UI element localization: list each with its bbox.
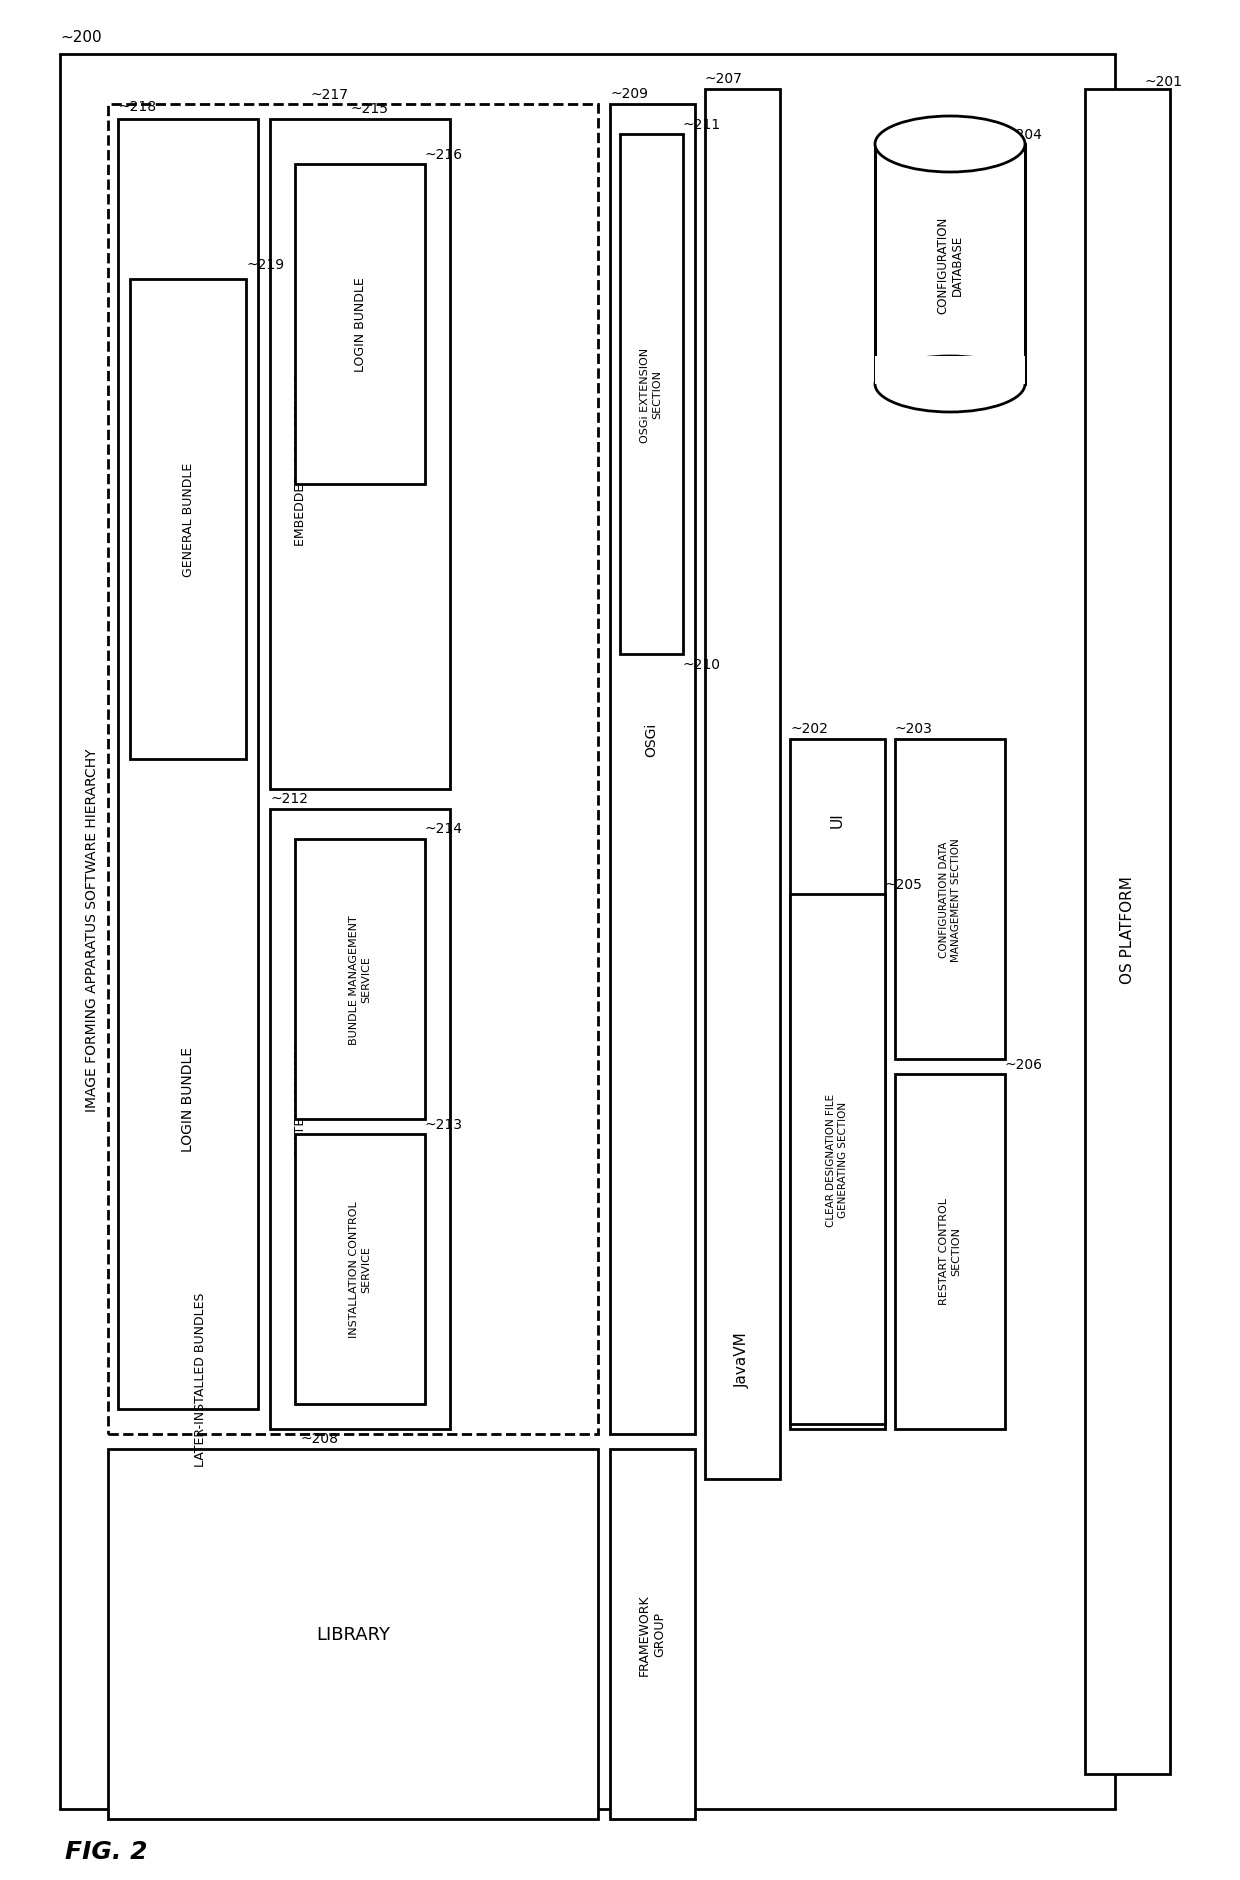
Text: ~202: ~202 — [790, 722, 828, 735]
Text: OSGi: OSGi — [644, 722, 658, 758]
Text: RESTART CONTROL
SECTION: RESTART CONTROL SECTION — [939, 1198, 961, 1305]
Bar — [130, 280, 246, 760]
Text: ~203: ~203 — [895, 722, 932, 735]
Text: CONFIGURATION
DATABASE: CONFIGURATION DATABASE — [936, 216, 963, 314]
Text: IMAGE FORMING APPARATUS SOFTWARE HIERARCHY: IMAGE FORMING APPARATUS SOFTWARE HIERARC… — [86, 748, 99, 1111]
Text: ~208: ~208 — [300, 1431, 339, 1446]
Bar — [295, 840, 425, 1119]
Text: LIBRARY: LIBRARY — [316, 1624, 391, 1643]
Text: ~218: ~218 — [118, 100, 156, 115]
Text: ~219: ~219 — [246, 258, 284, 273]
Ellipse shape — [875, 357, 1025, 414]
Text: BUNDLE MANAGEMENT
SERVICE: BUNDLE MANAGEMENT SERVICE — [350, 916, 371, 1043]
Text: LOGIN BUNDLE: LOGIN BUNDLE — [181, 1047, 195, 1152]
Text: OS PLATFORM: OS PLATFORM — [1120, 876, 1135, 983]
Bar — [118, 120, 258, 1410]
Bar — [790, 895, 885, 1425]
Text: OSGi EXTENSION
SECTION: OSGi EXTENSION SECTION — [640, 348, 662, 442]
Text: ~214: ~214 — [425, 822, 463, 835]
Text: ~216: ~216 — [425, 149, 463, 162]
Bar — [108, 1449, 598, 1820]
Bar — [895, 1075, 1004, 1429]
Text: GENERAL BUNDLE: GENERAL BUNDLE — [181, 462, 195, 577]
Bar — [875, 357, 1025, 385]
Ellipse shape — [875, 117, 1025, 173]
Text: ~201: ~201 — [1145, 75, 1183, 88]
Bar — [295, 1134, 425, 1404]
Bar — [610, 1449, 694, 1820]
Text: LATER-INSTALLED BUNDLES: LATER-INSTALLED BUNDLES — [193, 1292, 207, 1466]
Text: ~209: ~209 — [610, 86, 649, 102]
Text: CONFIGURATION DATA
MANAGEMENT SECTION: CONFIGURATION DATA MANAGEMENT SECTION — [939, 838, 961, 961]
Text: ~200: ~200 — [60, 30, 102, 45]
Bar — [610, 105, 694, 1434]
Text: ~207: ~207 — [706, 71, 743, 86]
Bar — [790, 739, 885, 1429]
Text: JavaVM: JavaVM — [734, 1331, 749, 1387]
Text: ~213: ~213 — [425, 1117, 463, 1132]
Bar — [108, 105, 598, 1434]
Bar — [270, 120, 450, 790]
Bar — [706, 90, 780, 1480]
Bar — [620, 135, 683, 654]
Bar — [1085, 90, 1171, 1775]
Text: UI: UI — [830, 812, 844, 827]
Text: SYSTEM SERVICES: SYSTEM SERVICES — [294, 1042, 306, 1156]
Bar — [60, 55, 1115, 1809]
Text: ~217: ~217 — [310, 88, 348, 102]
Bar — [875, 145, 1025, 385]
Bar — [295, 165, 425, 485]
Text: ~211: ~211 — [683, 118, 722, 132]
Text: ~210: ~210 — [683, 658, 720, 671]
Text: ~212: ~212 — [270, 791, 308, 805]
Bar — [270, 810, 450, 1429]
Text: ~206: ~206 — [1004, 1057, 1043, 1072]
Text: FRAMEWORK
GROUP: FRAMEWORK GROUP — [639, 1594, 666, 1675]
Bar — [895, 739, 1004, 1060]
Text: LOGIN BUNDLE: LOGIN BUNDLE — [353, 278, 367, 372]
Text: CLEAR DESIGNATION FILE
GENERATING SECTION: CLEAR DESIGNATION FILE GENERATING SECTIO… — [826, 1092, 848, 1226]
Text: INSTALLATION CONTROL
SERVICE: INSTALLATION CONTROL SERVICE — [350, 1201, 371, 1339]
Text: ~205: ~205 — [885, 878, 923, 891]
Text: ~204: ~204 — [1004, 128, 1043, 141]
Text: ~215: ~215 — [350, 102, 388, 117]
Text: FIG. 2: FIG. 2 — [64, 1839, 148, 1863]
Text: EMBEDDED LOGIN SERVICE: EMBEDDED LOGIN SERVICE — [294, 374, 306, 545]
